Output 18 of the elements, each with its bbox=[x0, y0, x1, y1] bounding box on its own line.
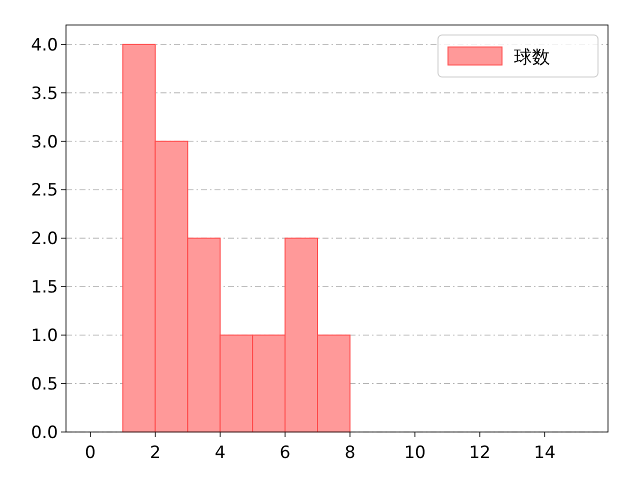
x-tick-label: 2 bbox=[150, 443, 161, 463]
legend-label: 球数 bbox=[514, 47, 550, 68]
x-tick-label: 6 bbox=[280, 443, 290, 463]
x-tick-label: 0 bbox=[84, 443, 96, 463]
y-tick-label: 1.0 bbox=[30, 326, 58, 346]
y-tick-label: 2.0 bbox=[30, 229, 58, 250]
y-tick-label: 2.5 bbox=[30, 180, 58, 201]
x-tick-label: 4 bbox=[214, 443, 226, 463]
y-tick-label: 4.0 bbox=[30, 35, 58, 56]
x-tick-label: 8 bbox=[344, 443, 356, 463]
y-tick-label: 0.5 bbox=[30, 374, 58, 395]
x-tick-label: 10 bbox=[404, 443, 426, 463]
y-tick-label: 3.0 bbox=[30, 132, 58, 152]
y-tick-label: 1.5 bbox=[30, 278, 58, 298]
y-tick-label: 0.0 bbox=[30, 423, 58, 443]
x-tick-label: 12 bbox=[468, 443, 491, 463]
y-tick-label: 3.5 bbox=[30, 84, 58, 104]
x-tick-label: 14 bbox=[534, 443, 556, 463]
